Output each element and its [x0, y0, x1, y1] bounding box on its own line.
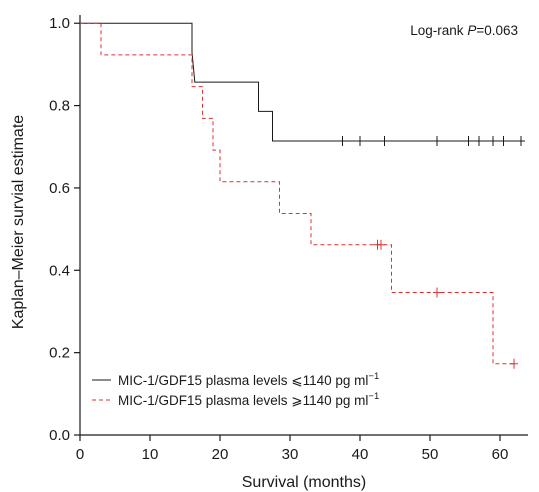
y-tick-label: 0.6 — [49, 180, 70, 197]
x-tick-label: 40 — [352, 446, 369, 463]
x-tick-label: 50 — [422, 446, 439, 463]
x-tick-label: 0 — [76, 446, 84, 463]
censor-mark — [338, 136, 347, 146]
y-tick-label: 0.0 — [49, 427, 70, 444]
y-tick-label: 0.2 — [49, 345, 70, 362]
censor-mark — [377, 239, 385, 250]
censor-mark — [464, 136, 473, 146]
x-tick-label: 10 — [142, 446, 159, 463]
censor-mark — [510, 358, 518, 369]
y-tick-label: 0.8 — [49, 98, 70, 115]
x-tick-label: 30 — [282, 446, 299, 463]
y-axis-label: Kaplan–Meier survial estimate — [10, 115, 27, 329]
survival-curve-high — [80, 22, 514, 365]
y-tick-label: 0.4 — [49, 262, 70, 279]
legend: MIC-1/GDF15 plasma levels ⩽1140 pg ml−1 … — [92, 371, 379, 408]
censor-mark — [489, 136, 497, 146]
x-ticks: 0 10 20 30 40 50 60 — [76, 435, 509, 463]
legend-label-high: MIC-1/GDF15 plasma levels ⩾1140 pg ml−1 — [118, 391, 379, 408]
x-tick-label: 60 — [492, 446, 509, 463]
x-axis-label: Survival (months) — [242, 474, 366, 491]
x-tick-label: 20 — [212, 446, 229, 463]
censor-mark — [475, 136, 483, 146]
axes — [79, 15, 528, 436]
censor-mark — [499, 136, 508, 146]
log-rank-annotation: Log-rank P=0.063 — [410, 23, 518, 38]
survival-curve-low — [80, 22, 525, 142]
censor-mark — [433, 136, 441, 146]
legend-label-low: MIC-1/GDF15 plasma levels ⩽1140 pg ml−1 — [118, 371, 379, 388]
censor-mark — [356, 136, 364, 146]
censor-mark — [380, 136, 389, 146]
series-group — [80, 22, 525, 369]
censor-mark — [517, 136, 525, 146]
censor-mark — [433, 287, 441, 298]
y-ticks: 0.0 0.2 0.4 0.6 0.8 1.0 — [49, 15, 80, 444]
y-tick-label: 1.0 — [49, 15, 70, 32]
